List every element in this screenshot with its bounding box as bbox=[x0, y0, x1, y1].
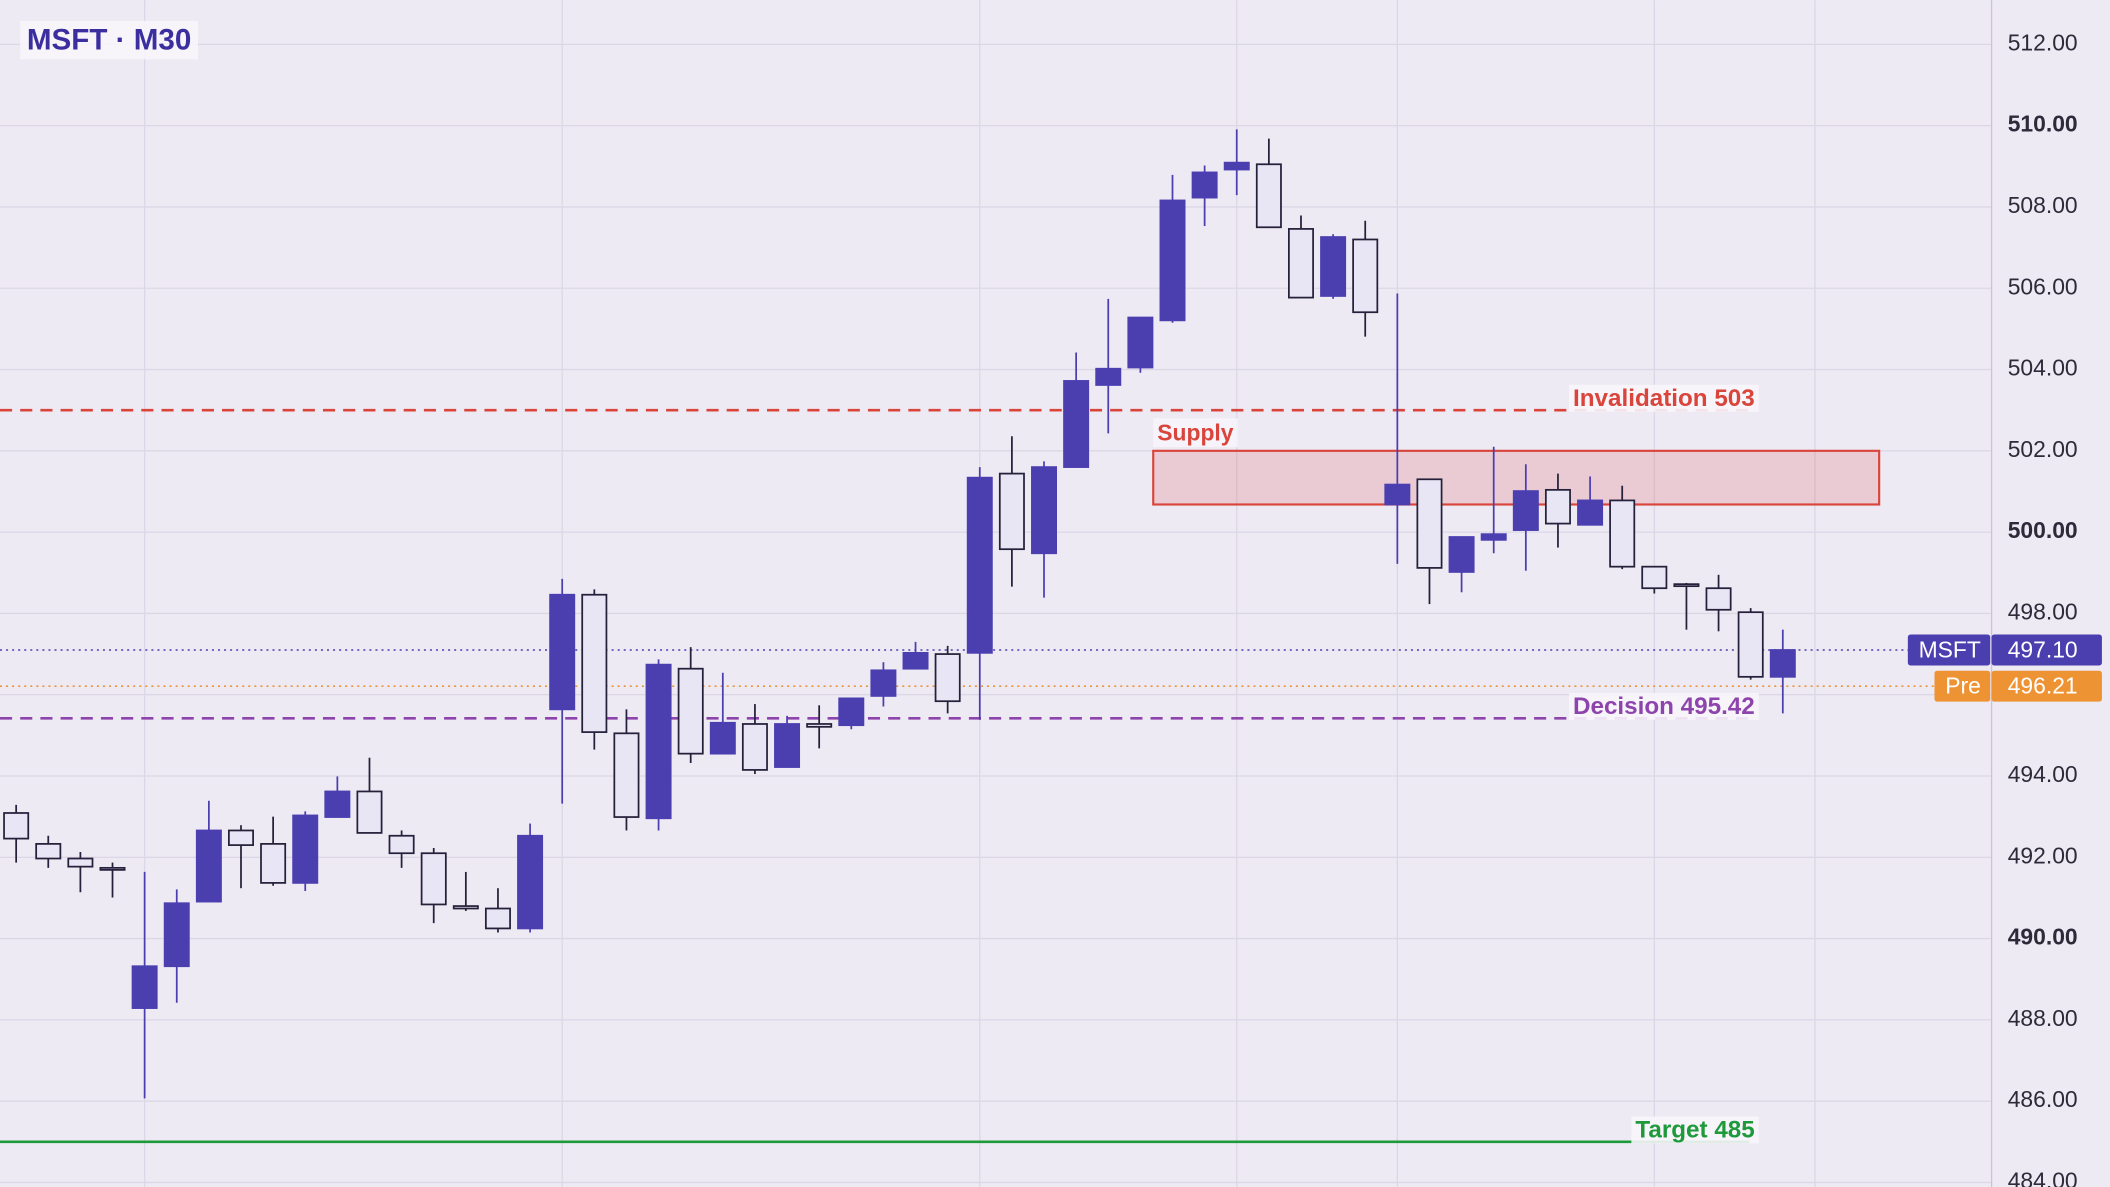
candle-body bbox=[99, 866, 126, 871]
y-tick-label: 490.00 bbox=[2008, 924, 2078, 950]
candle-body bbox=[388, 834, 415, 855]
y-tick-label: 492.00 bbox=[2008, 842, 2078, 868]
y-tick-label: 484.00 bbox=[2008, 1168, 2078, 1187]
candle-body bbox=[35, 843, 62, 860]
candle-body bbox=[324, 790, 351, 818]
candle-body bbox=[709, 721, 736, 755]
price-badge-value-text: 496.21 bbox=[2008, 673, 2078, 699]
price-badge-name bbox=[1934, 670, 1991, 702]
price-badge-value-text: 497.10 bbox=[2008, 636, 2078, 662]
level-label-background bbox=[1568, 692, 1759, 720]
candle-body bbox=[260, 843, 287, 884]
candle-body bbox=[1063, 380, 1090, 468]
candle-body bbox=[1191, 171, 1218, 199]
candle-body bbox=[1255, 163, 1282, 229]
level-label: Invalidation 503 bbox=[1573, 385, 1755, 412]
candle-body bbox=[1031, 466, 1058, 555]
candle-body bbox=[1641, 565, 1668, 590]
candle-body bbox=[613, 732, 640, 818]
chart-title: MSFT · M30 bbox=[27, 24, 191, 57]
candle-body bbox=[1127, 316, 1154, 369]
y-tick-label: 486.00 bbox=[2008, 1086, 2078, 1112]
candle-body bbox=[1544, 488, 1571, 525]
zone-label-background bbox=[1153, 418, 1238, 448]
overlay-layer: MSFT · M30 497.10 MSFT 496.21 Pre bbox=[20, 20, 2102, 702]
y-tick-label: 488.00 bbox=[2008, 1005, 2078, 1031]
candle-body bbox=[1673, 583, 1700, 588]
candle-body bbox=[870, 669, 897, 697]
candle-body bbox=[549, 593, 576, 711]
candle-body bbox=[1095, 367, 1122, 386]
level-layer: Invalidation 503 Decision 495.42 Target 48… bbox=[0, 384, 1992, 1144]
y-tick-label: 494.00 bbox=[2008, 761, 2078, 787]
candle-body bbox=[1577, 499, 1604, 526]
candle-body bbox=[1320, 236, 1347, 297]
candle-body bbox=[966, 476, 993, 654]
candle-body bbox=[517, 834, 544, 930]
candle-body bbox=[1223, 161, 1250, 171]
price-badge-value bbox=[1991, 634, 2102, 666]
level-label: Decision 495.42 bbox=[1573, 693, 1755, 720]
candle-body bbox=[1705, 587, 1732, 611]
candle-body bbox=[806, 723, 833, 728]
price-badge-name-text: Pre bbox=[1945, 673, 1981, 699]
candle-body bbox=[452, 905, 479, 910]
candle-body bbox=[581, 593, 608, 733]
candle-body bbox=[1737, 611, 1764, 678]
candle-body bbox=[420, 852, 447, 906]
candle-body bbox=[131, 965, 158, 1009]
candle-body bbox=[228, 829, 254, 846]
candle-body bbox=[741, 723, 768, 771]
price-badge-name-text: MSFT bbox=[1919, 636, 1981, 662]
y-tick-label: 502.00 bbox=[2008, 436, 2078, 462]
candle-body bbox=[1352, 238, 1379, 314]
candle-body bbox=[1288, 228, 1314, 299]
price-badge-name bbox=[1907, 634, 1991, 666]
candle-body bbox=[774, 723, 801, 768]
candle-body bbox=[1384, 483, 1411, 506]
candle-body bbox=[484, 907, 511, 930]
y-tick-label: 498.00 bbox=[2008, 598, 2078, 624]
y-tick-label: 506.00 bbox=[2008, 273, 2078, 299]
candle-body bbox=[1416, 478, 1443, 569]
candle-body bbox=[1609, 499, 1636, 568]
candle-body bbox=[934, 653, 961, 703]
y-tick-label: 500.00 bbox=[2008, 517, 2078, 543]
candle-body bbox=[998, 472, 1025, 551]
candle-body bbox=[292, 814, 319, 884]
candle-body bbox=[902, 651, 929, 670]
y-tick-label: 508.00 bbox=[2008, 192, 2078, 218]
y-tick-label: 512.00 bbox=[2008, 29, 2078, 55]
price-badge-value bbox=[1991, 670, 2102, 702]
candle-body bbox=[1159, 199, 1186, 322]
candle-body bbox=[1512, 490, 1539, 531]
candle-body bbox=[356, 790, 383, 834]
candle-body bbox=[677, 667, 704, 755]
candle-body bbox=[1769, 649, 1796, 678]
candle-body bbox=[67, 857, 94, 868]
level-label-background bbox=[1569, 384, 1759, 412]
level-label-background bbox=[1631, 1116, 1759, 1144]
y-tick-label: 510.00 bbox=[2008, 111, 2078, 137]
level-label: Target 485 bbox=[1635, 1116, 1754, 1143]
candle-body bbox=[645, 663, 672, 820]
candle-body bbox=[838, 697, 865, 727]
candle-body bbox=[3, 812, 30, 840]
candle-body bbox=[195, 829, 222, 903]
candle-body bbox=[1448, 536, 1475, 573]
candle-body bbox=[1480, 533, 1507, 541]
candle-body bbox=[163, 902, 190, 968]
zone-label: Supply bbox=[1157, 420, 1233, 446]
title-background bbox=[20, 20, 199, 60]
candle-layer bbox=[3, 129, 1796, 1099]
y-tick-label: 504.00 bbox=[2008, 355, 2078, 381]
price-axis: 484.00 486.00 488.00 490.00 492.00 494.00 496.… bbox=[1990, 0, 2078, 1187]
